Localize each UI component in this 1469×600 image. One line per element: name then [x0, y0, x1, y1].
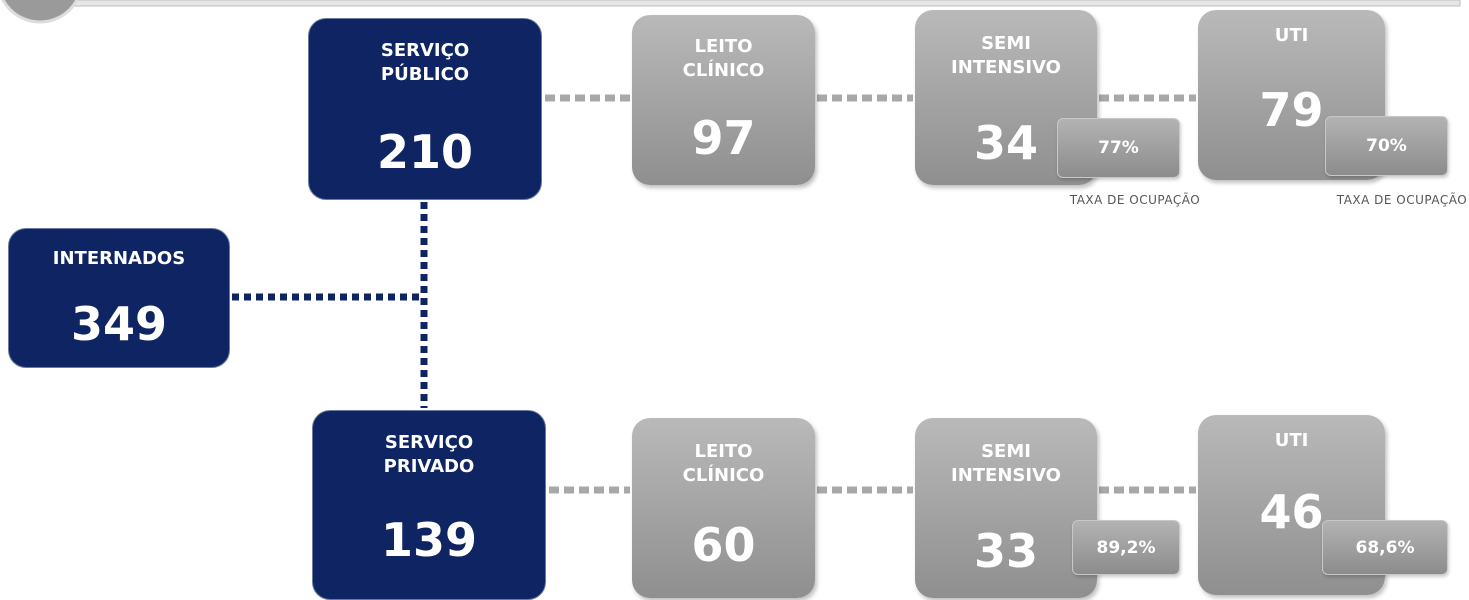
node-value: 60 — [691, 518, 756, 572]
node-value: 33 — [973, 524, 1038, 578]
node-value: 79 — [1259, 83, 1324, 137]
node-label: PÚBLICO — [380, 64, 470, 85]
node-box: LEITO CLÍNICO 97 — [632, 15, 815, 185]
node-value: 34 — [973, 116, 1038, 170]
node-label: SEMI — [981, 33, 1031, 54]
node-value: 349 — [70, 297, 168, 351]
node-label: LEITO — [694, 36, 753, 57]
node-box: INTERNADOS 349 — [8, 228, 230, 368]
node-label: UTI — [1274, 25, 1309, 46]
node-label: INTERNADOS — [52, 248, 186, 269]
node-box: SERVIÇO PÚBLICO 210 — [308, 18, 542, 200]
node-value: 46 — [1259, 485, 1324, 539]
node-box: LEITO CLÍNICO 60 — [632, 418, 815, 598]
node-label: CLÍNICO — [682, 60, 765, 81]
header-circle — [1, 0, 79, 24]
header-bar — [59, 0, 1461, 7]
occupancy-caption: TAXA DE OCUPAÇÃO — [1069, 193, 1201, 207]
occupancy-badge: 68,6% — [1322, 520, 1448, 575]
node-value: 97 — [691, 111, 756, 165]
occupancy-badge: 77% — [1057, 118, 1180, 178]
node-label: INTENSIVO — [951, 465, 1061, 486]
node-label: PRIVADO — [383, 456, 475, 477]
node-value: 210 — [376, 125, 474, 179]
node-box: SEMI INTENSIVO 33 — [915, 418, 1097, 598]
node-label: CLÍNICO — [682, 465, 765, 486]
node-label: LEITO — [694, 441, 753, 462]
node-label: SEMI — [981, 441, 1031, 462]
occupancy-badge: 70% — [1325, 116, 1448, 176]
node-label: SERVIÇO — [384, 432, 474, 453]
node-value: 139 — [380, 513, 478, 567]
occupancy-caption: TAXA DE OCUPAÇÃO — [1336, 193, 1468, 207]
connectors — [1, 0, 1461, 494]
node-label: INTENSIVO — [951, 57, 1061, 78]
node-label: UTI — [1274, 430, 1309, 451]
node-label: SERVIÇO — [380, 40, 470, 61]
node-box: SERVIÇO PRIVADO 139 — [312, 410, 546, 600]
occupancy-badge: 89,2% — [1072, 520, 1180, 575]
